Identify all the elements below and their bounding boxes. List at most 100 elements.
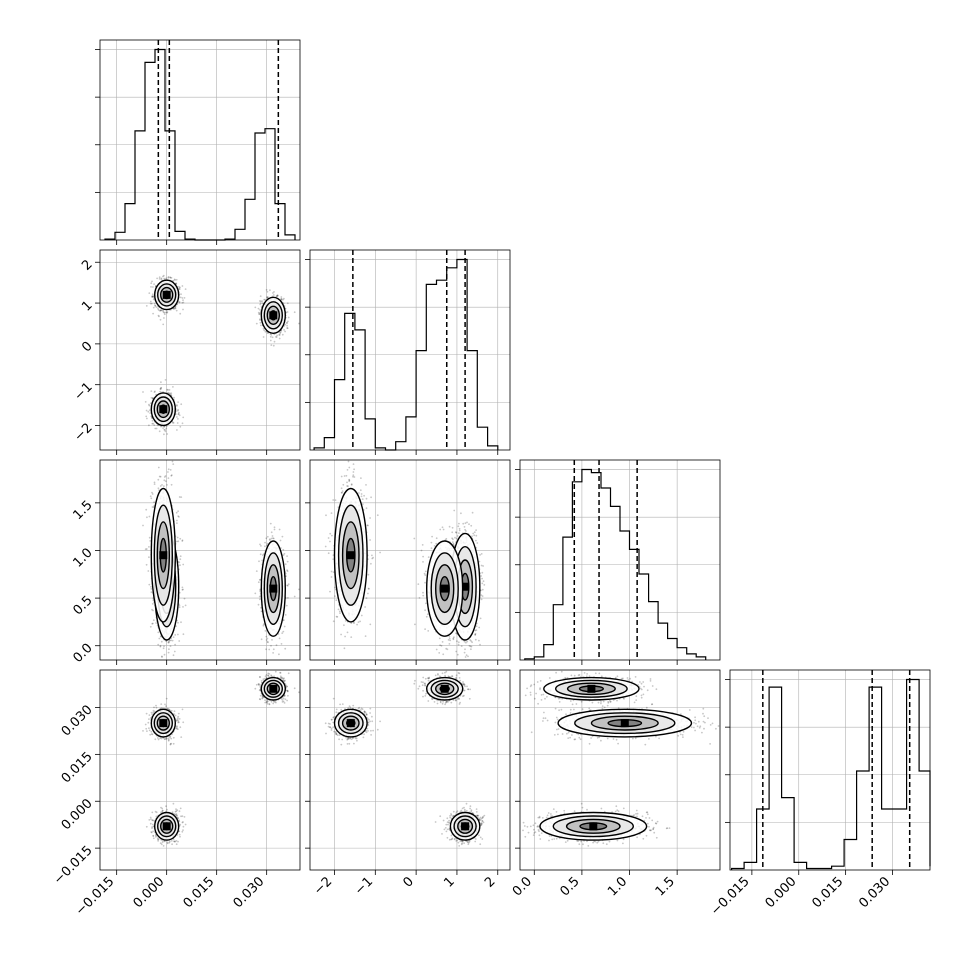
sample-point bbox=[175, 511, 178, 514]
sample-point bbox=[182, 308, 184, 311]
histogram-3 bbox=[731, 678, 931, 870]
sample-point bbox=[172, 422, 175, 424]
sample-point bbox=[265, 639, 268, 641]
sample-point bbox=[272, 648, 275, 651]
sample-point bbox=[167, 468, 170, 471]
sample-point bbox=[265, 648, 267, 651]
sample-point bbox=[174, 634, 177, 636]
sample-point bbox=[152, 506, 155, 509]
sample-point bbox=[158, 278, 161, 280]
sample-point bbox=[154, 305, 157, 307]
sample-point bbox=[172, 463, 175, 465]
sample-point bbox=[163, 479, 166, 482]
panel-frame-2-2 bbox=[519, 459, 721, 661]
sample-point bbox=[287, 597, 289, 599]
sample-point bbox=[272, 292, 274, 294]
sample-point bbox=[150, 302, 153, 305]
sample-point bbox=[145, 563, 148, 566]
sample-point bbox=[287, 583, 290, 586]
scatter-2-1 bbox=[324, 460, 486, 658]
sample-point bbox=[152, 397, 154, 399]
sample-point bbox=[281, 632, 284, 634]
sample-point bbox=[258, 300, 261, 302]
sample-point bbox=[152, 312, 155, 315]
sample-point bbox=[298, 322, 300, 325]
sample-point bbox=[278, 528, 281, 531]
sample-point bbox=[275, 295, 278, 298]
sample-point bbox=[181, 540, 184, 542]
sample-point bbox=[262, 336, 265, 338]
sample-point bbox=[158, 315, 160, 318]
sample-point bbox=[280, 296, 283, 298]
sample-point bbox=[177, 408, 180, 411]
sample-point bbox=[177, 510, 180, 513]
sample-point bbox=[177, 413, 180, 415]
sample-point bbox=[284, 563, 287, 566]
sample-point bbox=[151, 295, 154, 298]
sample-point bbox=[275, 295, 278, 298]
sample-point bbox=[154, 427, 157, 430]
sample-point bbox=[155, 427, 158, 430]
sample-point bbox=[176, 405, 178, 407]
sample-point bbox=[177, 686, 179, 688]
sample-point bbox=[167, 641, 170, 644]
sample-point bbox=[180, 621, 182, 624]
sample-point bbox=[173, 662, 175, 664]
sample-point bbox=[167, 477, 170, 479]
sample-point bbox=[262, 554, 264, 557]
sample-point bbox=[177, 413, 180, 416]
sample-point bbox=[159, 388, 162, 390]
sample-point bbox=[173, 650, 176, 653]
sample-point bbox=[183, 297, 186, 299]
sample-point bbox=[286, 321, 288, 324]
sample-point bbox=[259, 319, 262, 321]
sample-point bbox=[160, 309, 163, 312]
sample-point bbox=[180, 293, 182, 296]
sample-point bbox=[153, 283, 156, 285]
sample-point bbox=[257, 581, 260, 584]
sample-point bbox=[148, 536, 151, 539]
sample-point bbox=[260, 606, 262, 609]
sample-point bbox=[272, 537, 275, 540]
sample-point bbox=[270, 531, 273, 534]
sample-point bbox=[179, 286, 181, 289]
sample-point bbox=[151, 491, 153, 494]
sample-point bbox=[151, 295, 154, 298]
sample-point bbox=[168, 392, 171, 395]
sample-point bbox=[261, 559, 264, 562]
sample-point bbox=[180, 496, 183, 498]
y-tick-label-2-2: 1.0 bbox=[70, 546, 95, 571]
sample-point bbox=[150, 390, 153, 392]
sample-point bbox=[149, 625, 152, 628]
sample-point bbox=[275, 336, 278, 338]
sample-point bbox=[266, 296, 268, 298]
sample-point bbox=[183, 597, 186, 600]
sample-point bbox=[151, 493, 154, 495]
sample-point bbox=[254, 306, 257, 309]
sample-point bbox=[262, 624, 265, 627]
sample-point bbox=[270, 537, 273, 540]
sample-point bbox=[268, 648, 271, 651]
sample-point bbox=[264, 298, 266, 301]
sample-point bbox=[165, 640, 168, 643]
sample-point bbox=[254, 592, 257, 595]
sample-point bbox=[260, 300, 262, 303]
sample-point bbox=[162, 323, 165, 326]
sample-point bbox=[176, 409, 179, 412]
sample-point bbox=[163, 476, 166, 478]
sample-point bbox=[145, 548, 148, 550]
sample-point bbox=[280, 643, 283, 645]
sample-point bbox=[163, 428, 166, 431]
sample-point bbox=[162, 427, 165, 429]
sample-point bbox=[167, 641, 170, 644]
sample-point bbox=[152, 295, 155, 298]
sample-point bbox=[150, 666, 152, 668]
sample-point bbox=[280, 297, 283, 300]
sample-point bbox=[266, 332, 269, 334]
sample-point bbox=[272, 344, 275, 347]
sample-point bbox=[279, 331, 282, 334]
sample-point bbox=[164, 379, 167, 381]
sample-point bbox=[184, 604, 187, 607]
sample-point bbox=[171, 460, 174, 463]
sample-point bbox=[282, 298, 284, 301]
